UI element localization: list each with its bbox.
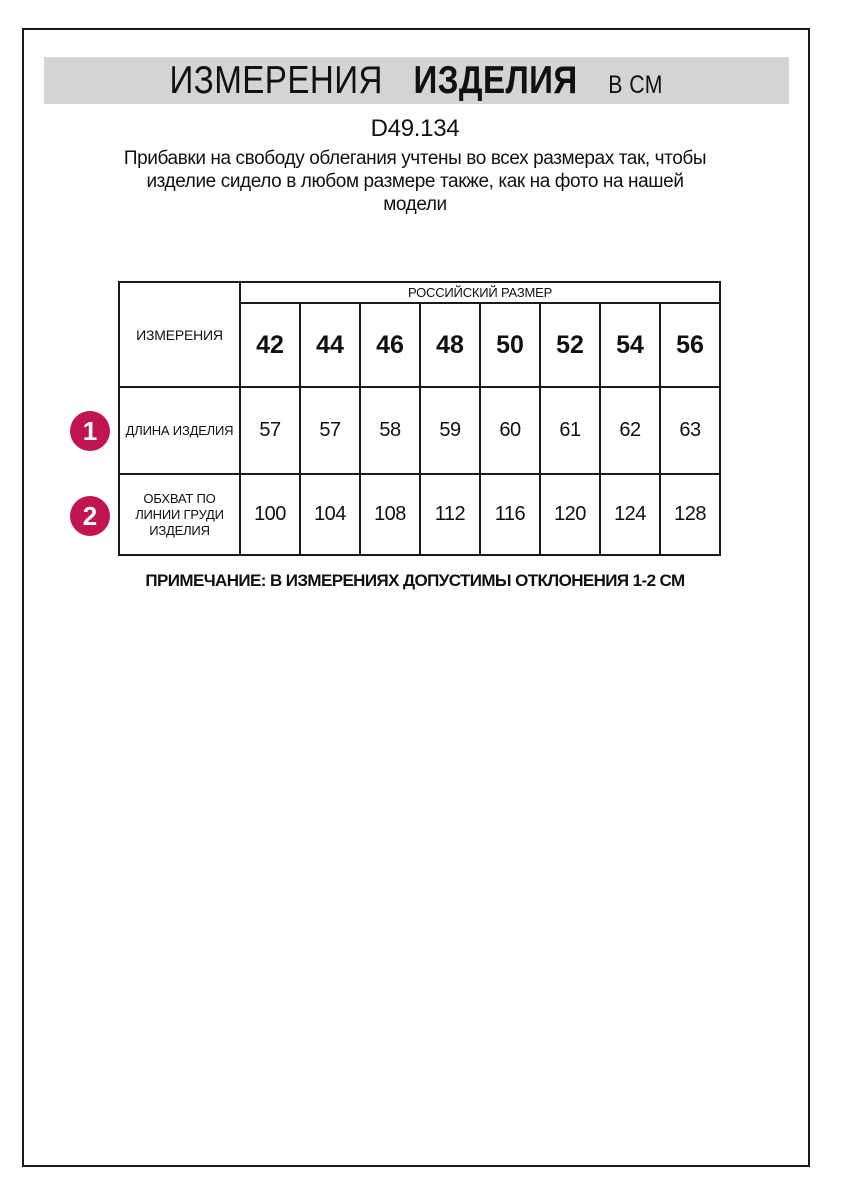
row-label-chest: ОБХВАТ ПО ЛИНИИ ГРУДИ ИЗДЕЛИЯ [118, 473, 241, 556]
length-value: 63 [658, 386, 722, 475]
chest-value: 104 [299, 473, 361, 556]
title-word-garment: ИЗДЕЛИЯ [413, 58, 578, 102]
title-word-measurements: ИЗМЕРЕНИЯ [169, 58, 384, 102]
size-header: 54 [599, 302, 661, 388]
length-value: 57 [239, 386, 301, 475]
size-header: 52 [539, 302, 601, 388]
chest-value: 128 [658, 473, 722, 556]
row-label-length: ДЛИНА ИЗДЕЛИЯ [118, 386, 241, 475]
size-header: 56 [658, 302, 722, 388]
length-value: 59 [419, 386, 481, 475]
measurements-table: ИЗМЕРЕНИЯ РОССИЙСКИЙ РАЗМЕР 42 44 46 48 … [118, 281, 722, 556]
title-units-label: В СМ [608, 70, 664, 99]
size-header: 50 [479, 302, 541, 388]
russian-size-group-header: РОССИЙСКИЙ РАЗМЕР [238, 281, 722, 304]
size-header: 44 [299, 302, 361, 388]
table-row-sizes: 42 44 46 48 50 52 54 56 [119, 302, 722, 388]
size-header: 48 [419, 302, 481, 388]
fit-note-paragraph: Прибавки на свободу облегания учтены во … [22, 147, 808, 216]
chest-value: 100 [239, 473, 301, 556]
fit-note-line-3: модели [383, 194, 447, 215]
length-value: 60 [479, 386, 541, 475]
length-value: 62 [599, 386, 661, 475]
chest-value: 112 [419, 473, 481, 556]
fit-note-line-1: Прибавки на свободу облегания учтены во … [123, 148, 707, 169]
tolerance-footnote: ПРИМЕЧАНИЕ: В ИЗМЕРЕНИЯХ ДОПУСТИМЫ ОТКЛО… [145, 571, 685, 590]
model-code: D49.134 [370, 115, 460, 142]
chest-value: 108 [359, 473, 421, 556]
row-marker-2: 2 [70, 496, 110, 536]
size-header: 46 [359, 302, 421, 388]
table-row-chest: ОБХВАТ ПО ЛИНИИ ГРУДИ ИЗДЕЛИЯ 100 104 10… [118, 473, 722, 556]
measurements-column-header: ИЗМЕРЕНИЯ [118, 281, 241, 388]
length-value: 58 [359, 386, 421, 475]
table-row-length: ДЛИНА ИЗДЕЛИЯ 57 57 58 59 60 61 62 63 [118, 386, 722, 475]
length-value: 57 [299, 386, 361, 475]
size-header: 42 [239, 302, 301, 388]
chest-value: 124 [599, 473, 661, 556]
length-value: 61 [539, 386, 601, 475]
title-banner: ИЗМЕРЕНИЯ ИЗДЕЛИЯ В СМ [44, 57, 789, 104]
page-title: ИЗМЕРЕНИЯ ИЗДЕЛИЯ В СМ [170, 59, 663, 103]
page-border-frame [22, 28, 810, 1167]
row-marker-1: 1 [70, 411, 110, 451]
chest-value: 120 [539, 473, 601, 556]
fit-note-line-2: изделие сидело в любом размере также, ка… [146, 171, 684, 192]
chest-value: 116 [479, 473, 541, 556]
table-row: ИЗМЕРЕНИЯ РОССИЙСКИЙ РАЗМЕР [118, 281, 722, 388]
